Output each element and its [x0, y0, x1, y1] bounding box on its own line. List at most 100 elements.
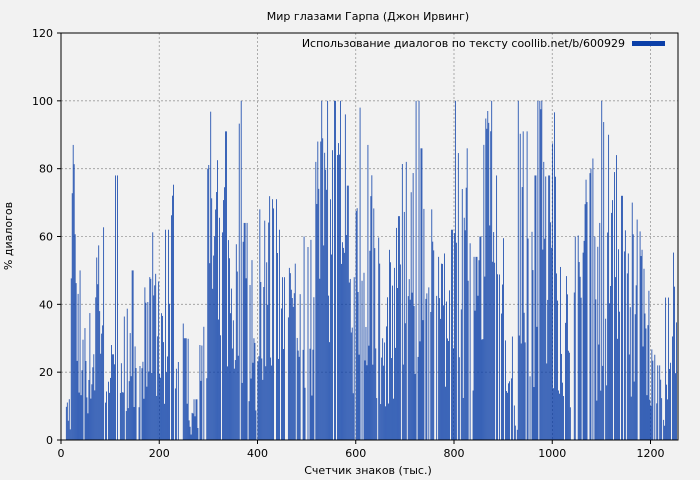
bar	[368, 345, 370, 440]
bar	[657, 365, 659, 440]
bar	[87, 413, 89, 440]
bar	[548, 175, 550, 440]
bar	[387, 297, 388, 440]
bar	[645, 328, 647, 440]
bar	[223, 200, 224, 440]
bar	[355, 211, 357, 440]
bar	[210, 111, 212, 440]
bar	[98, 245, 100, 440]
bar	[463, 217, 465, 440]
bar	[505, 340, 506, 440]
bar	[281, 308, 282, 440]
bar	[499, 274, 500, 440]
bar	[99, 311, 101, 440]
bar	[606, 385, 608, 440]
bar	[365, 326, 367, 440]
bar	[91, 384, 93, 440]
bar	[230, 288, 232, 440]
bar	[261, 358, 263, 440]
bar	[580, 297, 582, 440]
bar	[594, 236, 596, 440]
bar	[78, 392, 80, 440]
bar	[610, 285, 611, 440]
bar	[665, 297, 667, 440]
bar	[72, 144, 74, 441]
bar	[348, 282, 350, 440]
bar	[550, 222, 552, 440]
bar	[341, 242, 343, 440]
bar	[262, 379, 264, 440]
bar	[133, 407, 135, 440]
y-tick-label: 80	[39, 163, 53, 176]
bar	[206, 378, 208, 440]
bar	[182, 323, 184, 440]
bar	[481, 339, 483, 440]
bar	[171, 215, 172, 440]
bar	[586, 202, 588, 440]
bar	[235, 244, 237, 440]
x-tick-label: 0	[58, 447, 65, 460]
bar	[277, 252, 278, 440]
bar	[534, 175, 536, 440]
bar	[298, 356, 300, 440]
bar	[297, 350, 299, 440]
bar	[190, 434, 192, 440]
bar	[643, 268, 645, 440]
bar	[507, 392, 508, 440]
bar	[147, 302, 149, 440]
bar	[109, 392, 110, 440]
bar	[112, 354, 113, 440]
bar	[358, 354, 360, 440]
bar	[553, 388, 555, 440]
bar	[607, 232, 609, 440]
bar	[519, 133, 521, 441]
bar	[361, 280, 363, 440]
x-tick-label: 1000	[538, 447, 566, 460]
bar	[457, 153, 459, 440]
bar	[563, 396, 564, 440]
bar	[554, 112, 555, 441]
bar	[152, 232, 154, 440]
bar	[403, 211, 405, 440]
bar	[464, 230, 466, 440]
bar	[241, 382, 243, 440]
bar	[132, 270, 134, 440]
bar	[627, 253, 629, 440]
bar	[599, 222, 601, 440]
bar	[81, 370, 83, 440]
bar	[134, 346, 136, 440]
bar	[156, 395, 158, 440]
bar	[423, 208, 425, 440]
bar	[484, 276, 486, 440]
bar	[296, 337, 298, 440]
bar	[187, 338, 189, 440]
bar	[491, 100, 493, 440]
bar	[646, 395, 648, 440]
bar	[551, 247, 553, 440]
bar	[229, 258, 230, 440]
bar	[238, 123, 240, 440]
bar	[66, 402, 68, 440]
bar	[346, 185, 348, 440]
bar	[278, 358, 279, 440]
bar	[664, 425, 666, 440]
bar	[442, 263, 443, 440]
bar	[324, 152, 326, 440]
bar	[475, 256, 477, 440]
bar	[145, 302, 147, 440]
bar	[532, 270, 534, 440]
bar	[522, 131, 524, 440]
y-tick-label: 100	[32, 95, 53, 108]
bar	[396, 227, 397, 440]
bar	[96, 257, 98, 440]
bar	[428, 287, 430, 440]
bar	[623, 251, 625, 440]
bar	[259, 209, 261, 440]
bar	[537, 100, 539, 440]
bar	[150, 278, 152, 440]
bar	[432, 241, 434, 440]
bar	[582, 252, 584, 440]
y-axis-label: % диалогов	[2, 202, 15, 270]
bar	[612, 200, 613, 440]
bar	[541, 100, 543, 440]
